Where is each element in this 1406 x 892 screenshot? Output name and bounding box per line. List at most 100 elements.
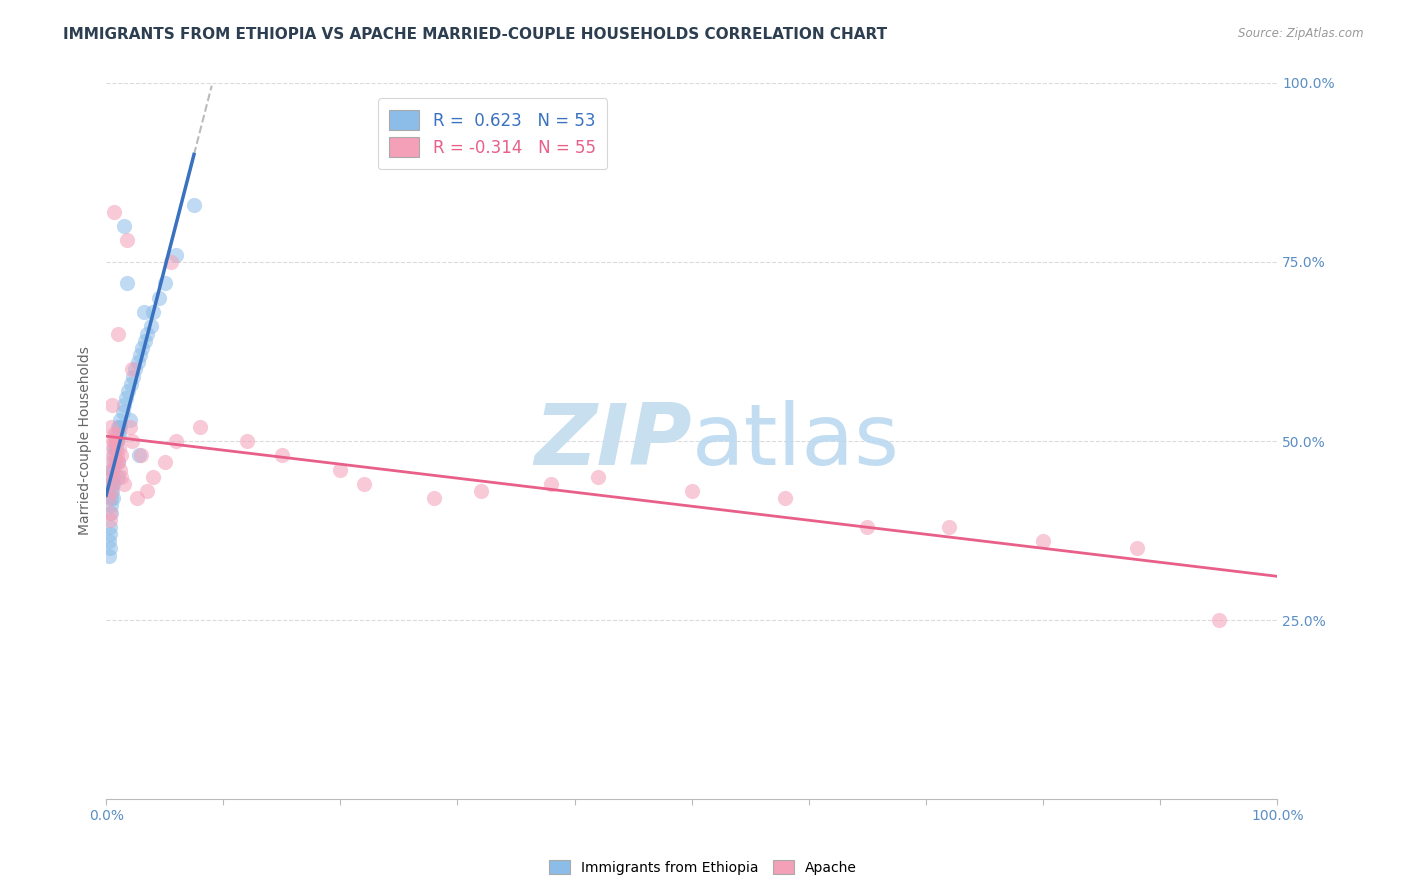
Point bbox=[103, 441, 125, 455]
Point bbox=[153, 277, 176, 291]
Point bbox=[470, 484, 492, 499]
Point bbox=[107, 326, 129, 341]
Point bbox=[115, 234, 138, 248]
Point bbox=[101, 477, 124, 491]
Point bbox=[128, 448, 150, 462]
Point bbox=[115, 391, 138, 405]
Point bbox=[129, 348, 152, 362]
Point bbox=[100, 506, 122, 520]
Point bbox=[104, 455, 127, 469]
Point bbox=[97, 549, 120, 563]
Point bbox=[139, 319, 162, 334]
Point bbox=[353, 477, 375, 491]
Point bbox=[98, 506, 121, 520]
Point bbox=[127, 355, 149, 369]
Point bbox=[107, 419, 129, 434]
Point bbox=[108, 426, 131, 441]
Point bbox=[105, 434, 128, 448]
Point bbox=[165, 434, 187, 448]
Point bbox=[100, 491, 122, 506]
Point bbox=[103, 463, 125, 477]
Y-axis label: Married-couple Households: Married-couple Households bbox=[79, 347, 93, 535]
Point bbox=[1125, 541, 1147, 556]
Point bbox=[142, 470, 165, 484]
Point bbox=[775, 491, 797, 506]
Point bbox=[159, 255, 181, 269]
Text: Source: ZipAtlas.com: Source: ZipAtlas.com bbox=[1239, 27, 1364, 40]
Point bbox=[101, 455, 124, 469]
Point bbox=[108, 441, 131, 455]
Point bbox=[107, 455, 129, 469]
Point bbox=[97, 534, 120, 549]
Point bbox=[107, 426, 129, 441]
Point bbox=[125, 491, 148, 506]
Point bbox=[134, 334, 156, 348]
Point bbox=[681, 484, 703, 499]
Point bbox=[103, 204, 125, 219]
Point bbox=[153, 455, 176, 469]
Point bbox=[120, 376, 142, 391]
Text: atlas: atlas bbox=[692, 400, 900, 483]
Point bbox=[938, 520, 960, 534]
Point bbox=[101, 484, 124, 499]
Point bbox=[142, 305, 165, 319]
Point bbox=[103, 477, 125, 491]
Legend: Immigrants from Ethiopia, Apache: Immigrants from Ethiopia, Apache bbox=[544, 855, 862, 880]
Point bbox=[586, 470, 609, 484]
Point bbox=[111, 405, 134, 419]
Point bbox=[110, 470, 132, 484]
Text: IMMIGRANTS FROM ETHIOPIA VS APACHE MARRIED-COUPLE HOUSEHOLDS CORRELATION CHART: IMMIGRANTS FROM ETHIOPIA VS APACHE MARRI… bbox=[63, 27, 887, 42]
Point bbox=[856, 520, 879, 534]
Point bbox=[101, 463, 124, 477]
Point bbox=[98, 477, 121, 491]
Point bbox=[118, 412, 141, 426]
Point bbox=[136, 484, 159, 499]
Text: ZIP: ZIP bbox=[534, 400, 692, 483]
Point bbox=[129, 448, 152, 462]
Point bbox=[540, 477, 562, 491]
Point bbox=[329, 463, 352, 477]
Point bbox=[104, 434, 127, 448]
Point bbox=[183, 197, 205, 211]
Point bbox=[100, 419, 122, 434]
Point bbox=[112, 219, 135, 234]
Point bbox=[270, 448, 292, 462]
Point bbox=[100, 470, 122, 484]
Point bbox=[100, 499, 122, 513]
Point bbox=[1208, 613, 1230, 627]
Point bbox=[103, 448, 125, 462]
Point bbox=[148, 291, 170, 305]
Point bbox=[104, 434, 127, 448]
Point bbox=[98, 527, 121, 541]
Point bbox=[132, 305, 155, 319]
Legend: R =  0.623   N = 53, R = -0.314   N = 55: R = 0.623 N = 53, R = -0.314 N = 55 bbox=[378, 98, 607, 169]
Point bbox=[103, 441, 125, 455]
Point bbox=[101, 463, 124, 477]
Point bbox=[103, 434, 125, 448]
Point bbox=[103, 455, 125, 469]
Point bbox=[97, 491, 120, 506]
Point bbox=[110, 448, 132, 462]
Point bbox=[108, 419, 131, 434]
Point bbox=[1032, 534, 1054, 549]
Point bbox=[98, 513, 121, 527]
Point bbox=[118, 419, 141, 434]
Point bbox=[104, 426, 127, 441]
Point bbox=[105, 448, 128, 462]
Point bbox=[235, 434, 257, 448]
Point bbox=[103, 448, 125, 462]
Point bbox=[112, 398, 135, 412]
Point bbox=[124, 362, 146, 376]
Point bbox=[122, 369, 145, 384]
Point bbox=[107, 455, 129, 469]
Point bbox=[165, 248, 187, 262]
Point bbox=[103, 434, 125, 448]
Point bbox=[98, 541, 121, 556]
Point bbox=[108, 419, 131, 434]
Point bbox=[121, 362, 143, 376]
Point bbox=[136, 326, 159, 341]
Point bbox=[104, 441, 127, 455]
Point bbox=[103, 491, 125, 506]
Point bbox=[115, 277, 138, 291]
Point bbox=[107, 470, 129, 484]
